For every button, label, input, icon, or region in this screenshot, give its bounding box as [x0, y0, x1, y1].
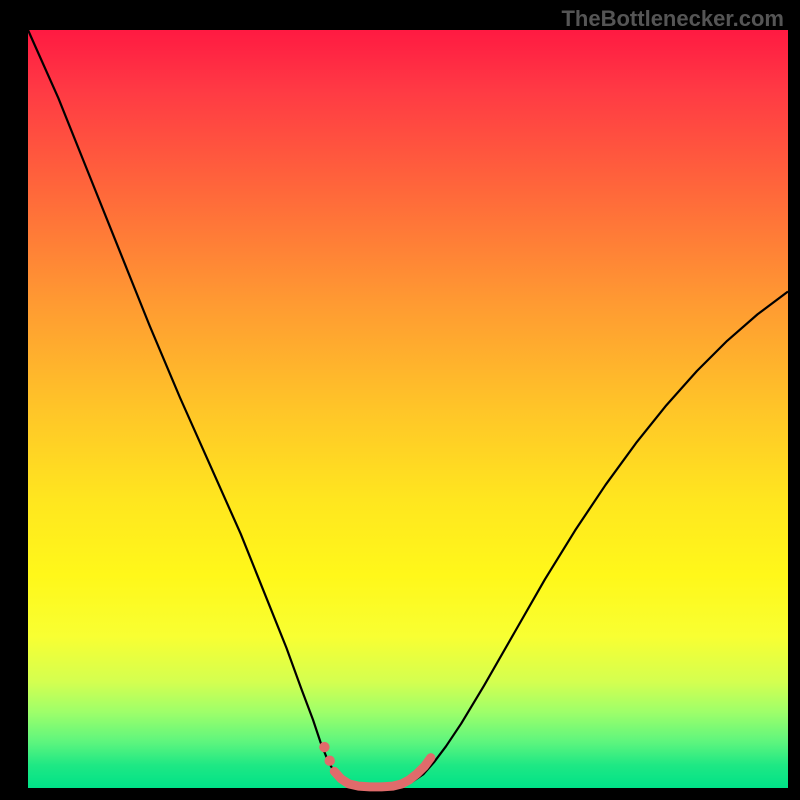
- bottleneck-curve-chart: [0, 0, 800, 800]
- bottleneck-main-curve: [28, 30, 788, 787]
- watermark-text: TheBottlenecker.com: [561, 6, 784, 32]
- bottleneck-highlight-dots: [319, 742, 335, 766]
- highlight-dot: [325, 756, 335, 766]
- highlight-dot: [319, 742, 329, 752]
- bottleneck-highlight-overlay: [334, 758, 431, 787]
